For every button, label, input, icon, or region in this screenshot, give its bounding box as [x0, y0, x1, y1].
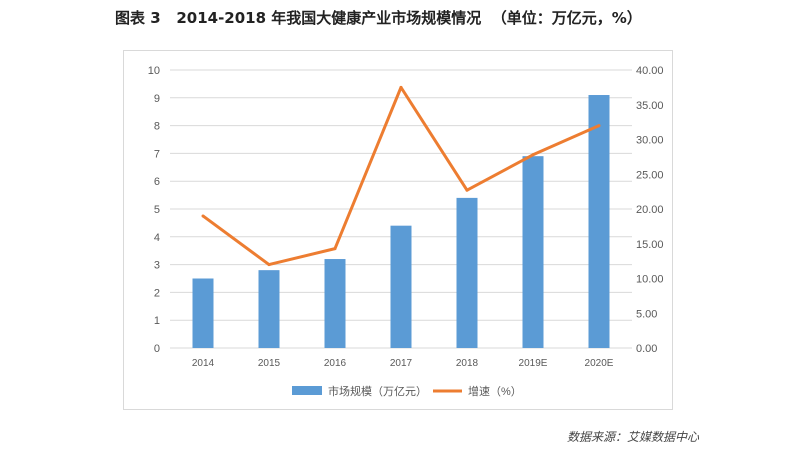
y-right-tick-label: 20.00	[636, 204, 664, 216]
source-note: 数据来源：艾媒数据中心	[566, 430, 699, 444]
bar	[522, 156, 544, 348]
bar	[192, 278, 214, 348]
y-left-tick-label: 8	[154, 121, 160, 133]
bar	[324, 259, 346, 348]
x-tick-label: 2016	[324, 358, 347, 369]
y-left-tick-label: 4	[154, 232, 160, 244]
y-right-tick-label: 15.00	[636, 239, 664, 251]
bar	[258, 270, 280, 348]
line-point	[201, 214, 205, 218]
y-right-tick-label: 10.00	[636, 274, 664, 286]
line-point	[333, 247, 337, 251]
y-left-tick-label: 5	[154, 204, 160, 216]
y-right-tick-label: 25.00	[636, 169, 664, 181]
y-right-tick-label: 35.00	[636, 100, 664, 112]
bar	[588, 95, 610, 349]
x-tick-label: 2020E	[585, 358, 614, 369]
y-left-tick-label: 6	[154, 176, 160, 188]
y-right-tick-label: 40.00	[636, 65, 664, 77]
legend-label-line: 增速（%）	[468, 384, 522, 398]
bar	[390, 225, 412, 348]
y-left-tick-label: 7	[154, 148, 160, 160]
bar	[456, 197, 478, 348]
line-point	[267, 263, 271, 267]
y-right-tick-label: 0.00	[636, 343, 657, 355]
y-left-tick-label: 2	[154, 287, 160, 299]
x-tick-label: 2015	[258, 358, 281, 369]
line-point	[465, 188, 469, 192]
x-tick-label: 2017	[390, 358, 413, 369]
y-left-tick-label: 1	[154, 315, 160, 327]
y-left-tick-label: 3	[154, 260, 160, 272]
x-tick-label: 2014	[192, 358, 215, 369]
y-left-tick-label: 0	[154, 343, 160, 355]
legend-swatch-bar	[292, 386, 322, 395]
chart-frame	[123, 50, 673, 410]
y-right-tick-label: 30.00	[636, 135, 664, 147]
y-left-tick-label: 9	[154, 93, 160, 105]
y-right-tick-label: 5.00	[636, 308, 657, 320]
y-left-tick-label: 10	[148, 65, 160, 77]
x-tick-label: 2019E	[519, 358, 548, 369]
line-point	[399, 85, 403, 89]
line-point	[531, 153, 535, 157]
legend-label-bar: 市场规模（万亿元）	[328, 384, 427, 398]
figure-title: 图表 3 2014-2018 年我国大健康产业市场规模情况 （单位：万亿元，%）	[115, 9, 642, 27]
line-point	[597, 124, 601, 128]
x-tick-label: 2018	[456, 358, 479, 369]
